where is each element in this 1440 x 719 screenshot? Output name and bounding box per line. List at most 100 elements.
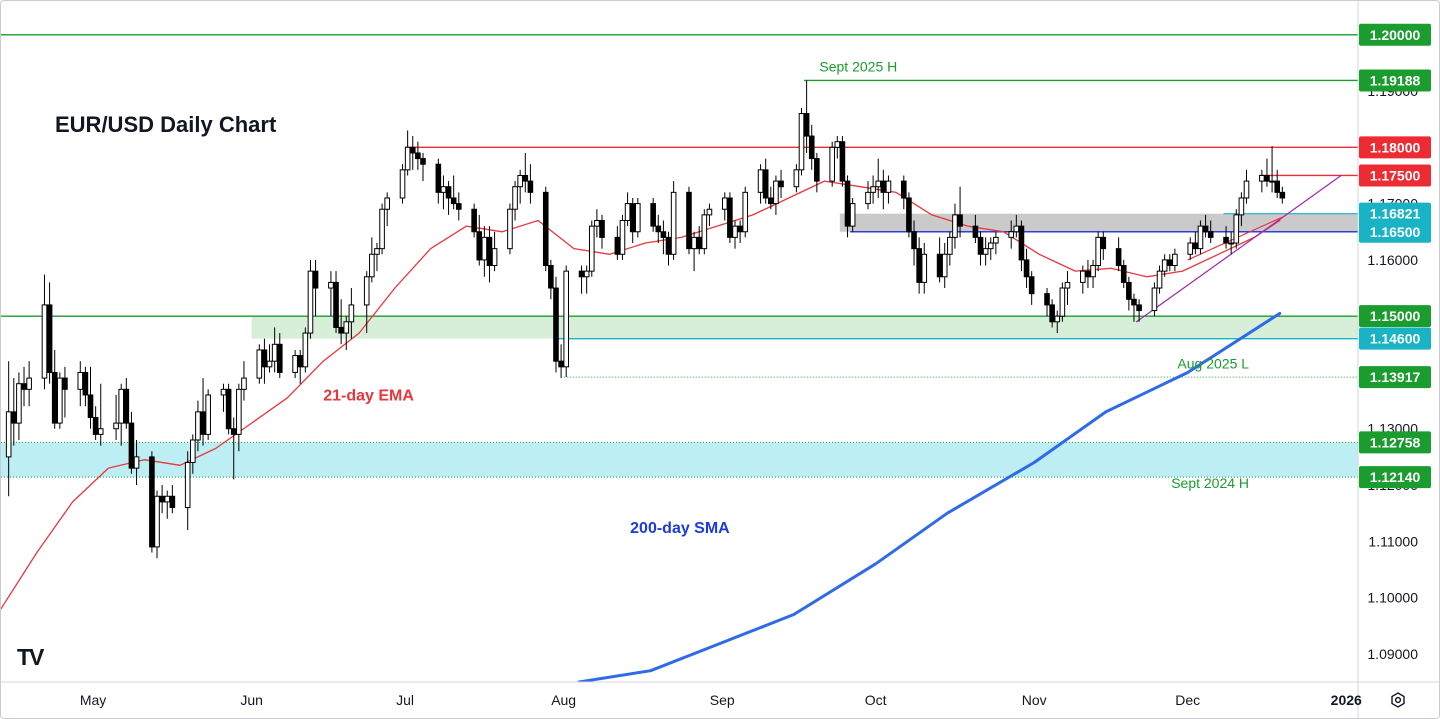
candle[interactable] bbox=[297, 349, 304, 384]
price-label[interactable]: 1.16500 bbox=[1359, 220, 1431, 243]
candle[interactable] bbox=[583, 265, 590, 294]
candle[interactable] bbox=[941, 243, 948, 289]
price-label[interactable]: 1.15000 bbox=[1359, 305, 1431, 328]
candle[interactable] bbox=[921, 243, 928, 294]
candle[interactable] bbox=[522, 152, 529, 193]
candle[interactable] bbox=[512, 181, 518, 221]
candle[interactable] bbox=[455, 192, 462, 221]
candle[interactable] bbox=[655, 214, 662, 244]
candle[interactable] bbox=[1064, 271, 1071, 305]
candle[interactable] bbox=[829, 141, 835, 187]
candle[interactable] bbox=[629, 197, 636, 244]
price-label[interactable]: 1.16821 bbox=[1359, 202, 1431, 225]
price-label[interactable]: 1.20000 bbox=[1359, 23, 1431, 46]
candle[interactable] bbox=[1115, 237, 1122, 272]
candle[interactable] bbox=[1126, 276, 1132, 311]
candle[interactable] bbox=[982, 237, 989, 266]
candle[interactable] bbox=[236, 383, 242, 452]
candle[interactable] bbox=[957, 186, 963, 238]
candle[interactable] bbox=[21, 366, 27, 407]
candle[interactable] bbox=[1151, 282, 1158, 317]
candle[interactable] bbox=[77, 361, 84, 407]
candle[interactable] bbox=[721, 192, 728, 221]
candle[interactable] bbox=[133, 439, 140, 486]
candle[interactable] bbox=[1223, 226, 1229, 249]
ema-21-line[interactable] bbox=[1, 180, 1281, 610]
candle[interactable] bbox=[379, 203, 385, 255]
candle[interactable] bbox=[26, 361, 32, 407]
candle[interactable] bbox=[118, 383, 125, 446]
candle[interactable] bbox=[46, 282, 53, 384]
candle[interactable] bbox=[404, 130, 411, 176]
candle[interactable] bbox=[660, 220, 667, 255]
candle[interactable] bbox=[1192, 231, 1199, 255]
candle[interactable] bbox=[844, 175, 851, 238]
candle[interactable] bbox=[542, 186, 549, 272]
candle[interactable] bbox=[670, 181, 677, 260]
candle[interactable] bbox=[195, 400, 201, 452]
candle[interactable] bbox=[92, 406, 99, 440]
candle[interactable] bbox=[51, 349, 58, 429]
candle[interactable] bbox=[348, 288, 355, 339]
candle[interactable] bbox=[906, 192, 912, 238]
price-label[interactable]: 1.19188 bbox=[1359, 69, 1431, 92]
candle[interactable] bbox=[757, 164, 764, 204]
price-label[interactable]: 1.18000 bbox=[1359, 136, 1431, 159]
candle[interactable] bbox=[1202, 214, 1209, 238]
candle[interactable] bbox=[1131, 293, 1137, 322]
candle[interactable] bbox=[916, 237, 922, 294]
candle[interactable] bbox=[476, 214, 483, 266]
candle[interactable] bbox=[169, 485, 176, 514]
candle[interactable] bbox=[1085, 259, 1091, 289]
candle[interactable] bbox=[82, 366, 89, 407]
candle[interactable] bbox=[445, 181, 452, 215]
candle[interactable] bbox=[10, 378, 17, 446]
candle[interactable] bbox=[885, 175, 892, 204]
candle[interactable] bbox=[1090, 259, 1096, 289]
candle[interactable] bbox=[41, 274, 48, 390]
price-label[interactable]: 1.17500 bbox=[1359, 164, 1431, 187]
candle[interactable] bbox=[266, 344, 273, 373]
candle[interactable] bbox=[527, 164, 534, 204]
candle[interactable] bbox=[440, 175, 447, 210]
candle[interactable] bbox=[97, 383, 104, 446]
candle[interactable] bbox=[1161, 254, 1168, 277]
candle[interactable] bbox=[312, 259, 319, 317]
candle[interactable] bbox=[614, 226, 621, 260]
candle[interactable] bbox=[1120, 259, 1127, 289]
candle[interactable] bbox=[588, 220, 595, 277]
candle[interactable] bbox=[594, 209, 600, 238]
candle[interactable] bbox=[230, 417, 237, 480]
tradingview-logo[interactable]: TV bbox=[17, 644, 47, 670]
candle[interactable] bbox=[1269, 146, 1275, 193]
candle[interactable] bbox=[814, 152, 820, 193]
candle[interactable] bbox=[1187, 237, 1194, 260]
candle[interactable] bbox=[952, 203, 958, 249]
candle[interactable] bbox=[599, 214, 605, 249]
candle[interactable] bbox=[1100, 231, 1107, 260]
candle[interactable] bbox=[16, 372, 22, 440]
candle[interactable] bbox=[691, 231, 697, 272]
candle[interactable] bbox=[57, 372, 63, 429]
candle[interactable] bbox=[1054, 310, 1061, 334]
candle[interactable] bbox=[1228, 231, 1234, 255]
candle[interactable] bbox=[875, 158, 882, 198]
candle[interactable] bbox=[154, 490, 160, 559]
candle[interactable] bbox=[261, 338, 268, 384]
candle[interactable] bbox=[241, 361, 247, 401]
candle[interactable] bbox=[701, 209, 708, 255]
candle[interactable] bbox=[793, 164, 800, 193]
candle[interactable] bbox=[435, 158, 442, 204]
candle[interactable] bbox=[803, 80, 810, 153]
candle[interactable] bbox=[149, 451, 155, 553]
candle[interactable] bbox=[1243, 169, 1250, 204]
candle[interactable] bbox=[947, 231, 953, 266]
candle[interactable] bbox=[977, 231, 984, 266]
candle[interactable] bbox=[768, 186, 774, 210]
candle[interactable] bbox=[450, 175, 457, 210]
candle[interactable] bbox=[338, 299, 344, 345]
candle[interactable] bbox=[1197, 220, 1204, 255]
candle[interactable] bbox=[1156, 265, 1163, 294]
candle[interactable] bbox=[491, 231, 498, 272]
candle[interactable] bbox=[123, 378, 130, 429]
